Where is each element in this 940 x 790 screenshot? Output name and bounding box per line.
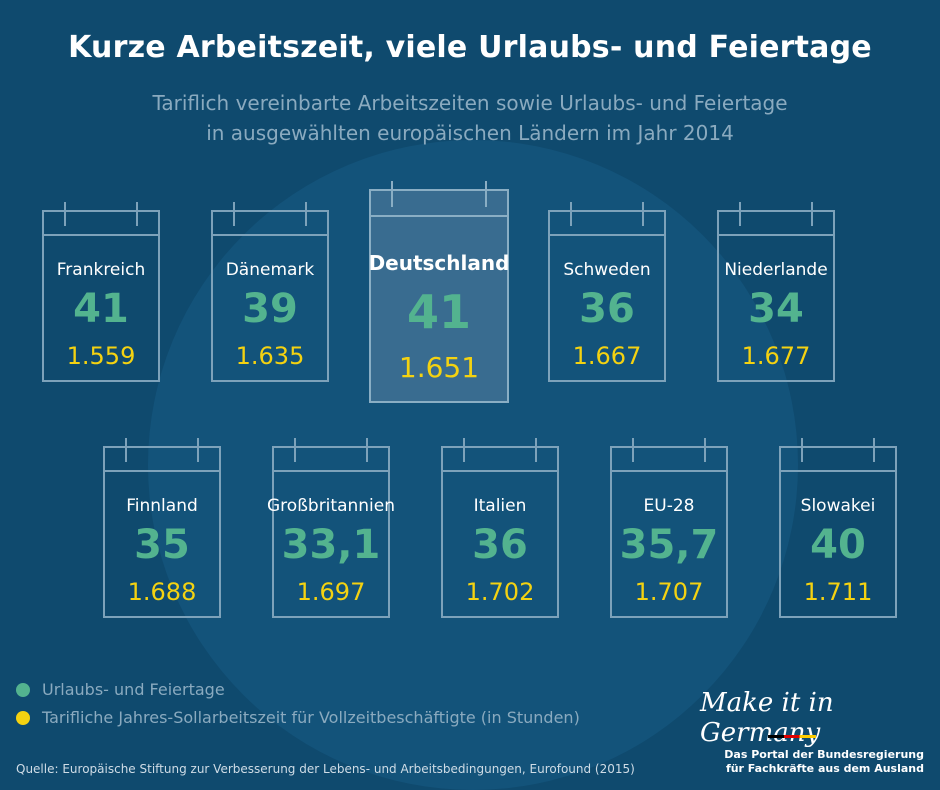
- calendar-ring: [485, 181, 487, 207]
- subtitle-line-2: in ausgewählten europäischen Ländern im …: [206, 121, 734, 145]
- calendar-card-eu-28: EU-28 35,7 1.707: [610, 438, 728, 618]
- calendar-ring: [801, 438, 803, 462]
- holidays-value: 41: [73, 286, 129, 332]
- calendar-ring: [233, 202, 235, 226]
- working-hours-value: 1.711: [803, 578, 873, 606]
- calendar-ring: [136, 202, 138, 226]
- calendar-ring: [873, 438, 875, 462]
- legend-hours-label: Tarifliche Jahres-Sollarbeitszeit für Vo…: [42, 708, 580, 727]
- calendar-ring: [632, 438, 634, 462]
- holidays-value: 33,1: [281, 522, 381, 568]
- calendar-ring: [197, 438, 199, 462]
- country-label: Niederlande: [724, 260, 828, 280]
- portal-line-1: Das Portal der Bundesregierung: [724, 748, 924, 761]
- chart-title: Kurze Arbeitszeit, viele Urlaubs- und Fe…: [68, 30, 872, 65]
- working-hours-value: 1.667: [572, 342, 642, 370]
- holidays-value: 41: [406, 285, 471, 339]
- working-hours-value: 1.688: [127, 578, 197, 606]
- calendar-ring: [570, 202, 572, 226]
- calendar-ring: [125, 438, 127, 462]
- calendar-ring: [642, 202, 644, 226]
- holidays-value: 35,7: [619, 522, 719, 568]
- calendar-card-dänemark: Dänemark 39 1.635: [211, 202, 329, 382]
- calendar-card-niederlande: Niederlande 34 1.677: [717, 202, 835, 382]
- calendar-ring: [366, 438, 368, 462]
- calendar-ring: [64, 202, 66, 226]
- german-flag-stripe: [768, 735, 816, 738]
- portal-tagline: Das Portal der Bundesregierung für Fachk…: [700, 748, 924, 776]
- make-it-in-germany-logo: Make it in Germany: [700, 688, 834, 748]
- chart-subtitle: Tariflich vereinbarte Arbeitszeiten sowi…: [100, 88, 840, 148]
- calendar-ring: [535, 438, 537, 462]
- holidays-value: 35: [134, 522, 190, 568]
- country-label: Finnland: [126, 496, 198, 516]
- legend-holidays-label: Urlaubs- und Feiertage: [42, 680, 225, 699]
- working-hours-value: 1.635: [235, 342, 305, 370]
- portal-line-2: für Fachkräfte aus dem Ausland: [725, 762, 924, 775]
- country-label: Großbritannien: [267, 496, 395, 516]
- working-hours-value: 1.677: [741, 342, 811, 370]
- country-label: Schweden: [563, 260, 651, 280]
- holidays-value: 34: [748, 286, 804, 332]
- calendar-card-schweden: Schweden 36 1.667: [548, 202, 666, 382]
- working-hours-value: 1.702: [465, 578, 535, 606]
- calendar-card-großbritannien: Großbritannien 33,1 1.697: [267, 438, 395, 618]
- subtitle-line-1: Tariflich vereinbarte Arbeitszeiten sowi…: [152, 91, 788, 115]
- legend-dot-green: [16, 683, 30, 697]
- calendar-ring: [811, 202, 813, 226]
- calendar-card-finnland: Finnland 35 1.688: [103, 438, 221, 618]
- calendar-ring: [704, 438, 706, 462]
- country-label: Italien: [473, 496, 527, 516]
- holidays-value: 36: [579, 286, 635, 332]
- calendar-card-frankreich: Frankreich 41 1.559: [42, 202, 160, 382]
- working-hours-value: 1.651: [398, 351, 480, 384]
- calendar-card-slowakei: Slowakei 40 1.711: [779, 438, 897, 618]
- legend-hours: Tarifliche Jahres-Sollarbeitszeit für Vo…: [16, 708, 580, 727]
- source-note: Quelle: Europäische Stiftung zur Verbess…: [16, 762, 635, 776]
- working-hours-value: 1.697: [296, 578, 366, 606]
- country-label: Dänemark: [225, 260, 315, 280]
- calendar-ring: [463, 438, 465, 462]
- legend-holidays: Urlaubs- und Feiertage: [16, 680, 225, 699]
- holidays-value: 40: [810, 522, 866, 568]
- calendar-card-italien: Italien 36 1.702: [441, 438, 559, 618]
- holidays-value: 39: [242, 286, 298, 332]
- legend-dot-yellow: [16, 711, 30, 725]
- calendar-ring: [739, 202, 741, 226]
- country-label: Deutschland: [368, 251, 510, 275]
- calendar-card-deutschland: Deutschland 41 1.651: [369, 181, 509, 403]
- country-label: Frankreich: [56, 260, 146, 280]
- working-hours-value: 1.559: [66, 342, 136, 370]
- country-label: EU-28: [643, 496, 695, 516]
- country-label: Slowakei: [800, 496, 876, 516]
- calendar-ring: [391, 181, 393, 207]
- working-hours-value: 1.707: [634, 578, 704, 606]
- calendar-ring: [305, 202, 307, 226]
- holidays-value: 36: [472, 522, 528, 568]
- calendar-ring: [294, 438, 296, 462]
